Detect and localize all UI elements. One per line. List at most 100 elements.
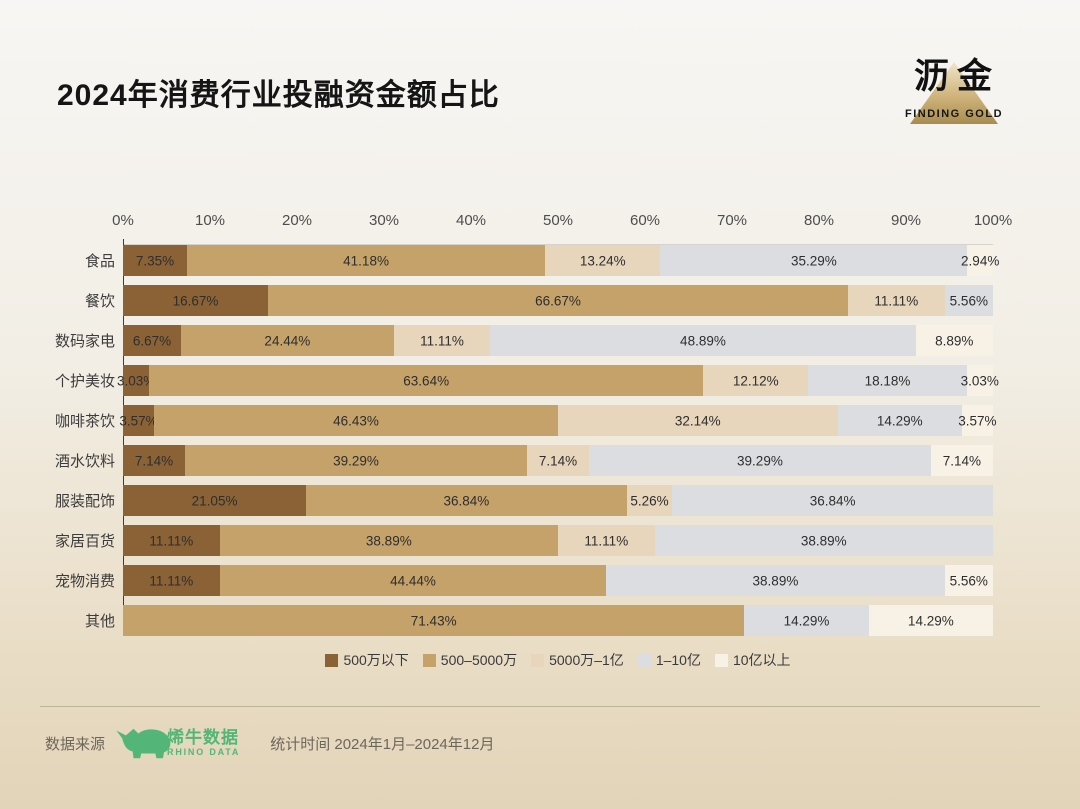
footer-divider (40, 706, 1040, 707)
rhino-logo-icon (116, 728, 171, 759)
bar-segment: 2.94% (961, 245, 999, 276)
bar-segment: 3.03% (117, 365, 155, 396)
segment-value-label: 24.44% (264, 333, 311, 348)
bar-segment: 7.35% (123, 245, 187, 276)
stacked-bar: 6.67% 24.44% 11.11% 48.89% 8.89% (123, 325, 993, 356)
segment-value-label: 16.67% (172, 293, 219, 308)
segment-value-label: 11.11% (420, 333, 464, 348)
bar-segment: 41.18% (186, 245, 546, 276)
category-label: 咖啡茶饮 (54, 413, 115, 430)
axis-tick: 90% (890, 212, 922, 229)
logo-name: 沥金 (913, 57, 1000, 96)
axis-tick: 100% (973, 212, 1013, 229)
axis-tick: 80% (803, 212, 835, 229)
segment-value-label: 44.44% (390, 573, 436, 588)
segment-value-label: 8.89% (935, 333, 974, 348)
stacked-bar: 3.57% 46.43% 32.14% 14.29% 3.57% (119, 405, 997, 436)
bar-segment: 24.44% (181, 325, 394, 356)
header: 2024年消费行业投融资金额占比 沥金 FINDING GOLD (0, 0, 1080, 150)
segment-value-label: 14.29% (907, 613, 954, 628)
stacked-bar: 21.05% 36.84% 5.26% 36.84% (123, 485, 993, 516)
bar-segment: 14.29% (837, 405, 962, 436)
bar-row: 服装配饰 21.05% 36.84% 5.26% 36.84% (41, 485, 993, 516)
category-label: 食品 (84, 253, 115, 270)
legend-swatch-icon (422, 653, 436, 667)
page-title: 2024年消费行业投融资金额占比 (57, 79, 500, 112)
segment-value-label: 7.14% (134, 453, 174, 468)
segment-value-label: 5.56% (949, 293, 988, 308)
segment-value-label: 11.11% (584, 533, 629, 548)
segment-value-label: 7.14% (942, 453, 982, 468)
legend-item: 5000万–1亿 (531, 650, 624, 670)
y-axis-line (123, 239, 124, 636)
bar-segment: 3.03% (961, 365, 999, 396)
segment-value-label: 35.29% (790, 253, 837, 268)
bar-segment: 11.11% (123, 525, 220, 556)
segment-value-label: 48.89% (680, 333, 726, 348)
segment-value-label: 39.29% (737, 453, 783, 468)
bar-segment: 7.14% (930, 445, 993, 476)
segment-value-label: 5.56% (949, 573, 988, 588)
bar-segment: 18.18% (808, 365, 967, 396)
bar-segment: 7.14% (123, 445, 186, 476)
bar-row: 宠物消费 11.11% 44.44% 38.89% 5.56% (41, 565, 993, 596)
category-label: 酒水饮料 (54, 453, 115, 470)
bar-segment: 3.57% (119, 405, 158, 436)
stat-period: 统计时间 2024年1月–2024年12月 (270, 735, 495, 753)
stacked-bar: 16.67% 66.67% 11.11% 5.56% (123, 285, 993, 316)
stacked-bar-chart: 0% 10% 20% 30% 40% 50% 60% 70% 80% 90% 100% 食品 7.35… (41, 212, 1012, 670)
bar-segment: 36.84% (672, 485, 993, 516)
bar-segment: 12.12% (703, 365, 809, 396)
axis-tick: 60% (629, 212, 661, 229)
axis-tick: 30% (368, 212, 400, 229)
segment-value-label: 36.84% (809, 493, 856, 508)
legend-swatch-icon (325, 653, 339, 667)
bar-segment: 32.14% (557, 405, 838, 436)
bar-segment: 38.89% (606, 565, 945, 596)
logo-subtitle: FINDING GOLD (904, 108, 1004, 120)
axis-tick: 0% (112, 212, 134, 229)
segment-value-label: 11.11% (149, 533, 194, 548)
segment-value-label: 14.29% (876, 413, 923, 428)
legend-item: 1–10亿 (637, 650, 701, 670)
segment-value-label: 3.03% (960, 373, 999, 388)
segment-value-label: 3.03% (117, 373, 156, 388)
stacked-bar: 3.03% 63.64% 12.12% 18.18% 3.03% (117, 365, 999, 396)
bar-segment: 46.43% (154, 405, 558, 436)
axis-tick: 70% (716, 212, 748, 229)
bar-segment: 14.29% (868, 605, 993, 636)
segment-value-label: 3.57% (958, 413, 997, 428)
segment-value-label: 36.84% (443, 493, 490, 508)
brand-logo: 沥金 FINDING GOLD (894, 48, 1014, 138)
bar-row: 其他 71.43% 14.29% 14.29% (41, 605, 993, 636)
bar-segment: 66.67% (268, 285, 848, 316)
x-axis: 0% 10% 20% 30% 40% 50% 60% 70% 80% 90% 100% (112, 212, 1012, 232)
plot-top-gridline (123, 244, 993, 245)
bar-segment: 11.11% (123, 565, 220, 596)
bar-segment: 5.26% (626, 485, 673, 516)
segment-value-label: 21.05% (191, 493, 238, 508)
category-label: 宠物消费 (54, 573, 115, 590)
bar-segment: 39.29% (185, 445, 527, 476)
bar-segment: 63.64% (149, 365, 704, 396)
bar-row: 餐饮 16.67% 66.67% 11.11% 5.56% (41, 285, 993, 316)
segment-value-label: 13.24% (579, 253, 626, 268)
segment-value-label: 5.26% (630, 493, 669, 508)
bar-segment: 44.44% (219, 565, 607, 596)
segment-value-label: 66.67% (535, 293, 581, 308)
legend-label: 5000万–1亿 (549, 652, 624, 668)
axis-tick: 20% (281, 212, 313, 229)
chart-rows: 食品 7.35% 41.18% 13.24% 35.29% 2.94% 餐饮 16.67% 66… (41, 239, 999, 636)
category-label: 个护美妆 (54, 373, 115, 390)
bar-row: 咖啡茶饮 3.57% 46.43% 32.14% 14.29% 3.57% (41, 405, 997, 436)
legend-item: 500万以下 (325, 650, 409, 670)
stacked-bar: 7.35% 41.18% 13.24% 35.29% 2.94% (123, 245, 999, 276)
segment-value-label: 11.11% (874, 293, 919, 308)
legend-item: 500–5000万 (422, 650, 517, 670)
bar-segment: 38.89% (219, 525, 558, 556)
segment-value-label: 18.18% (864, 373, 911, 388)
chart-legend: 500万以下 500–5000万 5000万–1亿 1–10亿 10亿以上 (123, 650, 993, 670)
bar-row: 个护美妆 3.03% 63.64% 12.12% 18.18% 3.03% (41, 365, 999, 396)
bar-segment: 14.29% (744, 605, 869, 636)
bar-segment: 8.89% (915, 325, 993, 356)
